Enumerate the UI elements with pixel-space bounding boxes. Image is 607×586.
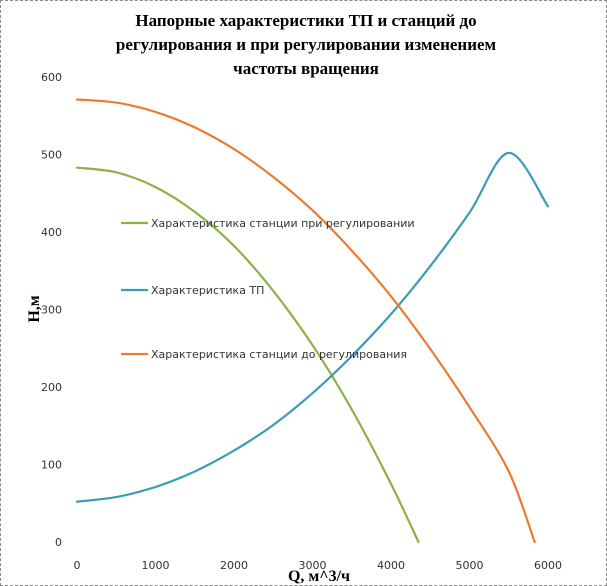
chart-title-line-3: частоты вращения — [233, 59, 379, 78]
x-tick-label: 0 — [74, 559, 81, 572]
x-tick-label: 3000 — [299, 559, 327, 572]
y-axis-title: H,м — [26, 295, 43, 322]
legend-label: Характеристика ТП — [151, 284, 264, 297]
legend-label: Характеристика станции при регулировании — [151, 217, 415, 230]
series-group — [75, 98, 550, 544]
y-tick-label: 600 — [41, 71, 62, 84]
series-line — [75, 98, 536, 544]
y-tick-label: 400 — [41, 226, 62, 239]
y-tick-label: 0 — [55, 536, 62, 549]
chart-title-line-2: регулирования и при регулировании измене… — [116, 35, 497, 54]
y-tick-label: 200 — [41, 381, 62, 394]
legend-label: Характеристика станции до регулирования — [151, 348, 407, 361]
legend: Характеристика станции при регулировании… — [121, 217, 415, 361]
x-tick-label: 6000 — [534, 559, 562, 572]
series-line — [75, 166, 420, 544]
y-tick-label: 300 — [41, 304, 62, 317]
x-tick-label: 2000 — [220, 559, 248, 572]
x-tick-label: 5000 — [456, 559, 484, 572]
x-tick-label: 4000 — [377, 559, 405, 572]
y-tick-label: 500 — [41, 149, 62, 162]
x-tick-label: 1000 — [142, 559, 170, 572]
x-axis-ticks: 0 1000 2000 3000 4000 5000 6000 — [74, 559, 563, 572]
y-tick-label: 100 — [41, 459, 62, 472]
x-axis-title: Q, м^3/ч — [288, 568, 350, 585]
series-line — [75, 151, 550, 503]
y-axis-ticks: 0 100 200 300 400 500 600 — [41, 71, 62, 549]
chart-title-line-1: Напорные характеристики ТП и станций до — [135, 11, 476, 30]
